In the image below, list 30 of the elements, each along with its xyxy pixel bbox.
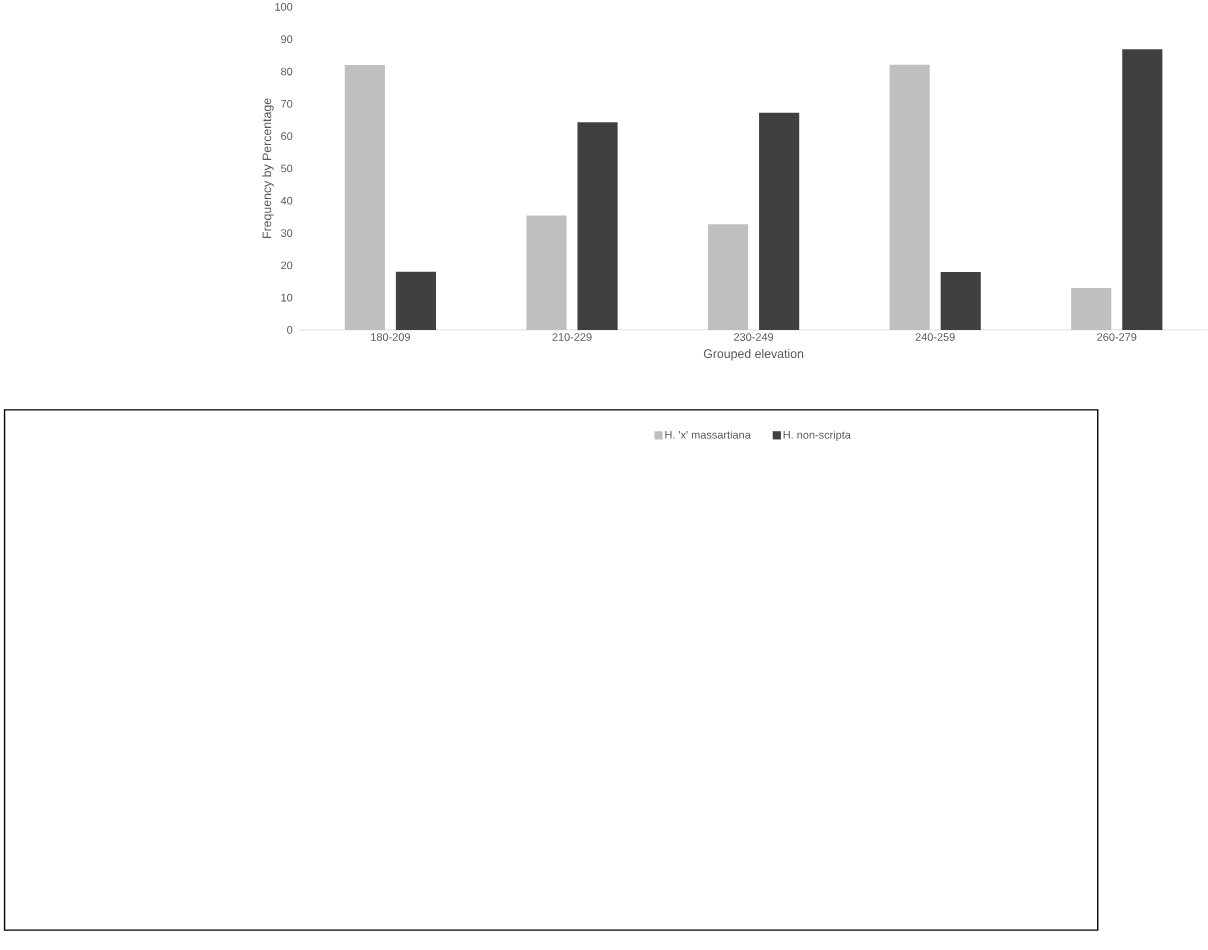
y-tick-label: 100 [275,2,293,11]
x-tick-label: 240-259 [915,333,955,341]
bar [1122,49,1163,330]
bar [940,272,981,330]
bar [889,64,930,330]
y-tick-label: 80 [281,67,293,76]
legend-label: H. 'x' massartiana [665,430,751,439]
bar [1071,287,1112,330]
y-tick-label: 90 [281,35,293,44]
legend-label: H. non-scripta [783,430,851,441]
bar [577,122,618,330]
y-tick-label: 30 [280,229,293,237]
bar [526,215,567,330]
x-tick-label: 210-229 [552,333,592,341]
x-tick-label: 260-279 [1097,333,1137,341]
y-tick-label: 20 [281,261,293,270]
bar [395,271,437,330]
y-tick-label: 0 [287,326,293,334]
bar [707,224,749,330]
x-axis-title: Grouped elevation [703,348,804,361]
y-axis-title: Frequency by Percentage [262,98,274,238]
bar [344,64,385,330]
bar [759,112,800,330]
y-tick-label: 50 [281,164,293,173]
y-tick-label: 70 [281,99,293,108]
x-tick-label: 180-209 [371,333,410,341]
y-tick-label: 40 [280,196,293,205]
y-tick-label: 60 [281,132,293,140]
y-tick-label: 10 [281,293,293,302]
x-tick-label: 230-249 [734,333,774,341]
